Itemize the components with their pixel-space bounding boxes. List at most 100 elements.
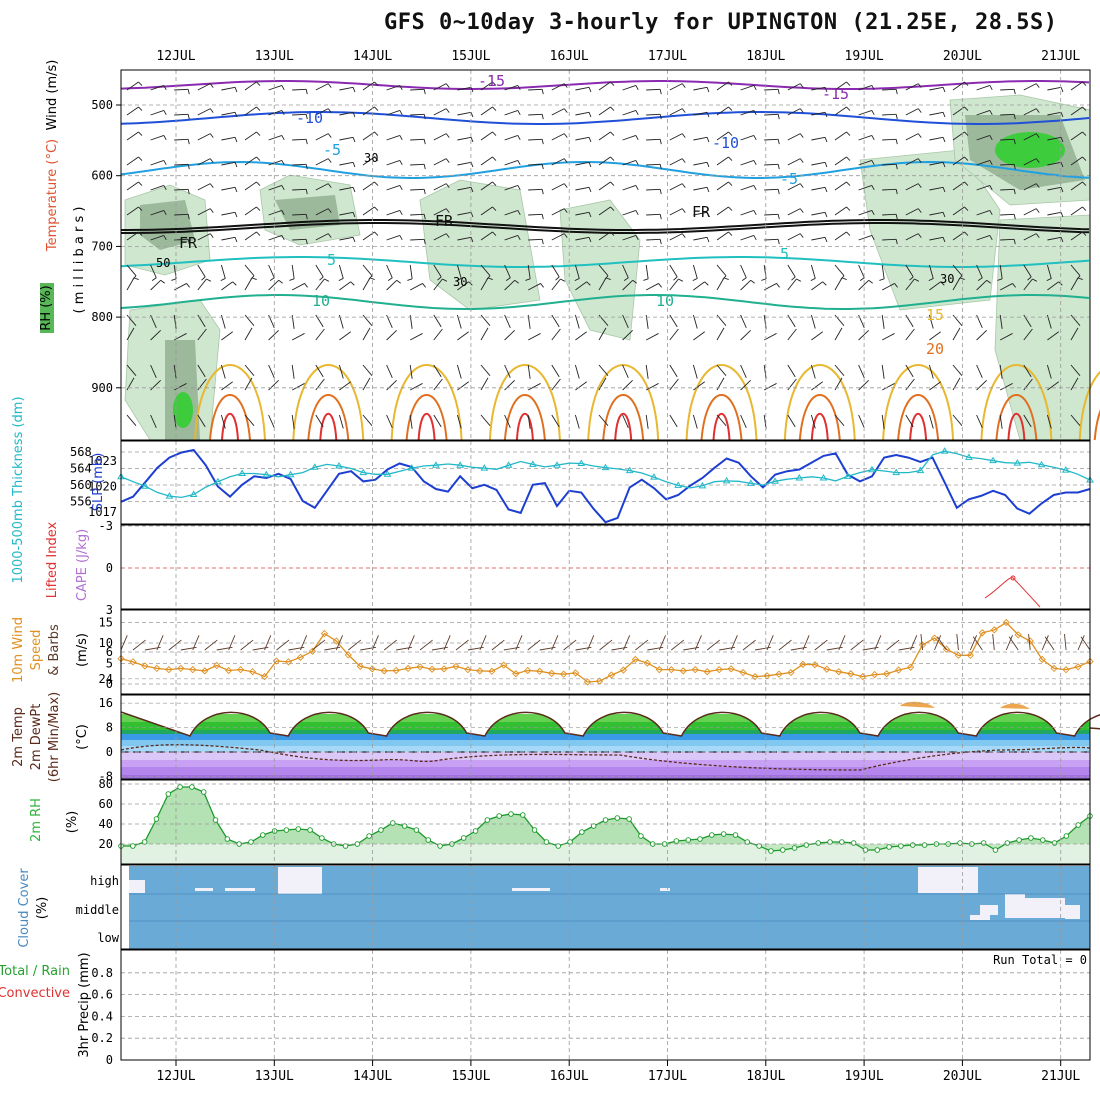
wind-barb xyxy=(802,635,810,651)
wind-barb xyxy=(598,364,609,377)
wind-barb-flag xyxy=(1082,106,1087,111)
thickness-point xyxy=(1037,460,1046,468)
ylabel-precip-b: Convective xyxy=(0,986,70,1001)
wind-barb-flag xyxy=(659,189,662,195)
wind-barb xyxy=(598,131,611,141)
wind-barb xyxy=(716,181,729,191)
wind-speed-point xyxy=(643,659,652,667)
wind-barb xyxy=(575,86,590,91)
wind-barb xyxy=(220,364,226,379)
wind-barb xyxy=(764,138,779,141)
wind-barb-flag xyxy=(728,81,733,86)
cloud-level-label: low xyxy=(97,931,119,945)
wind-barb xyxy=(976,279,987,291)
wind-barb-flag xyxy=(374,156,379,161)
wind-barb xyxy=(838,635,846,651)
slp-panel: 568 564 560 556 1023 1020 1017 xyxy=(70,445,1094,524)
wind-barb-flag xyxy=(799,183,804,188)
wind-speed-point xyxy=(404,664,412,673)
wind-barb xyxy=(693,86,708,91)
wind-barb-flag xyxy=(871,210,875,216)
wind-barb-flag xyxy=(187,164,190,170)
wind-barb xyxy=(268,264,275,278)
wind-barb-flag xyxy=(964,206,969,211)
wind-barb xyxy=(551,364,560,378)
wind-barb xyxy=(575,161,590,166)
wind-barb-flag xyxy=(610,181,615,186)
wind-barb xyxy=(551,208,565,216)
wind-barb xyxy=(905,208,919,216)
wind-barb-flag xyxy=(492,131,497,136)
wind-barb-flag xyxy=(437,276,442,281)
wind-barb-flag xyxy=(445,233,450,238)
wind-barb-flag xyxy=(1060,187,1064,193)
rh-point xyxy=(130,843,136,849)
li-tick-label: -3 xyxy=(99,519,113,533)
date-label-bottom: 16JUL xyxy=(550,1069,589,1084)
wind-barb xyxy=(204,639,218,651)
wind-speed-point xyxy=(380,667,388,675)
wind-barb xyxy=(244,106,257,116)
wind-barb xyxy=(646,188,661,191)
rh-point xyxy=(791,845,798,851)
isotherm-20 xyxy=(1093,409,1100,441)
wind-barb xyxy=(268,329,279,341)
wind-speed-point xyxy=(787,668,795,677)
wind-barb-flag xyxy=(256,106,261,111)
wind-barb xyxy=(268,235,282,241)
wind-barb-flag xyxy=(163,135,167,141)
isotherm-25 xyxy=(614,412,633,441)
wind-barb xyxy=(810,414,816,429)
thickness-point xyxy=(262,470,271,478)
wind-barb-flag xyxy=(187,139,190,145)
wind-barb-flag xyxy=(846,231,851,236)
date-label-top: 12JUL xyxy=(156,49,195,64)
wind-barb-flag xyxy=(799,233,804,238)
wind-barb xyxy=(348,639,362,651)
wind-barb-flag xyxy=(1013,139,1016,145)
wind-barb-flag xyxy=(753,85,757,91)
wind-barb xyxy=(692,314,698,329)
rh-point xyxy=(425,837,431,843)
rh-point xyxy=(319,835,325,841)
wind-barb xyxy=(905,364,914,378)
wind-barb xyxy=(292,163,307,166)
wind-barb xyxy=(433,83,447,91)
wind-barb-flag xyxy=(824,212,828,218)
isotherm-20 xyxy=(405,394,448,441)
wind-barb xyxy=(622,210,636,216)
wind-barb-flag xyxy=(338,278,344,282)
wind-barb xyxy=(126,206,139,216)
wind-barb-flag xyxy=(256,206,261,211)
wind-speed-point xyxy=(882,670,891,678)
wind-speed-point xyxy=(213,661,221,670)
wind-barb-flag xyxy=(777,164,780,170)
wind-barb xyxy=(692,414,698,429)
wind-barb-flag xyxy=(1082,156,1087,161)
wind-barb xyxy=(268,210,282,216)
wind-barb-flag xyxy=(387,277,393,281)
wind-barb-flag xyxy=(256,181,261,186)
wind-barb xyxy=(905,414,914,428)
wind-barb-flag xyxy=(706,212,710,218)
rh-point xyxy=(673,838,680,844)
wind-barb-flag xyxy=(659,164,662,170)
wind-barb-flag xyxy=(917,83,922,88)
wind-barb-flag xyxy=(209,158,214,163)
wind-barb xyxy=(1000,163,1015,166)
contour-label: 10 xyxy=(656,292,674,310)
wind-speed-point xyxy=(847,670,855,678)
isotherm-25 xyxy=(319,412,338,441)
wind-barb-flag xyxy=(505,277,511,281)
wind-barb xyxy=(407,635,415,651)
wind-barb xyxy=(905,183,919,191)
wind-barb xyxy=(291,283,305,291)
wind-barb xyxy=(858,85,872,91)
wind-barb xyxy=(551,328,561,341)
isotherm-20 xyxy=(897,394,940,441)
wind-barb xyxy=(335,635,343,651)
temp-tick-label: 16 xyxy=(99,696,113,710)
wind-barb-flag xyxy=(894,283,898,288)
wind-speed-point xyxy=(524,666,532,675)
wind-barb-flag xyxy=(1060,212,1064,218)
